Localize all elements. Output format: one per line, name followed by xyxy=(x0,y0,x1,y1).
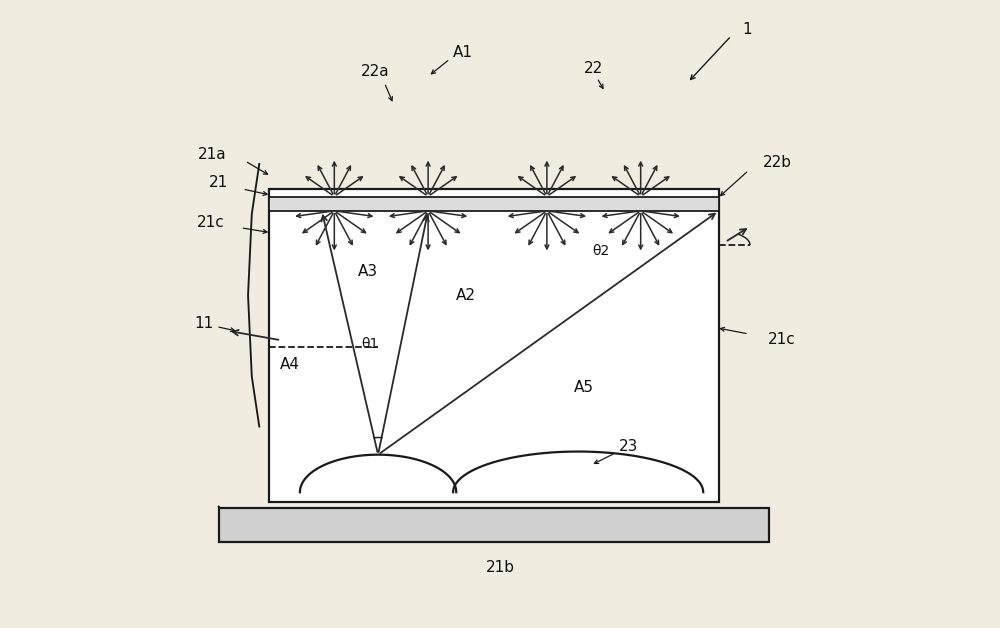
Text: A4: A4 xyxy=(280,357,300,372)
Text: θ2: θ2 xyxy=(593,244,610,259)
Text: θ1: θ1 xyxy=(361,337,379,351)
Bar xyxy=(269,189,719,502)
Text: 21c: 21c xyxy=(197,215,225,230)
Text: 21: 21 xyxy=(209,175,228,190)
Text: 11: 11 xyxy=(195,316,214,331)
Text: A3: A3 xyxy=(357,264,378,279)
Text: 22: 22 xyxy=(584,62,603,77)
Text: 23: 23 xyxy=(618,439,638,454)
Text: A5: A5 xyxy=(574,381,594,395)
Text: 22a: 22a xyxy=(361,64,389,79)
Text: 21b: 21b xyxy=(486,560,514,575)
Bar xyxy=(269,197,719,211)
Text: 21c: 21c xyxy=(768,332,795,347)
Text: 22b: 22b xyxy=(763,155,792,170)
Text: A1: A1 xyxy=(452,45,472,60)
Text: 21a: 21a xyxy=(198,147,226,162)
Text: 1: 1 xyxy=(742,22,752,37)
Text: A2: A2 xyxy=(456,288,476,303)
Bar xyxy=(219,508,769,542)
